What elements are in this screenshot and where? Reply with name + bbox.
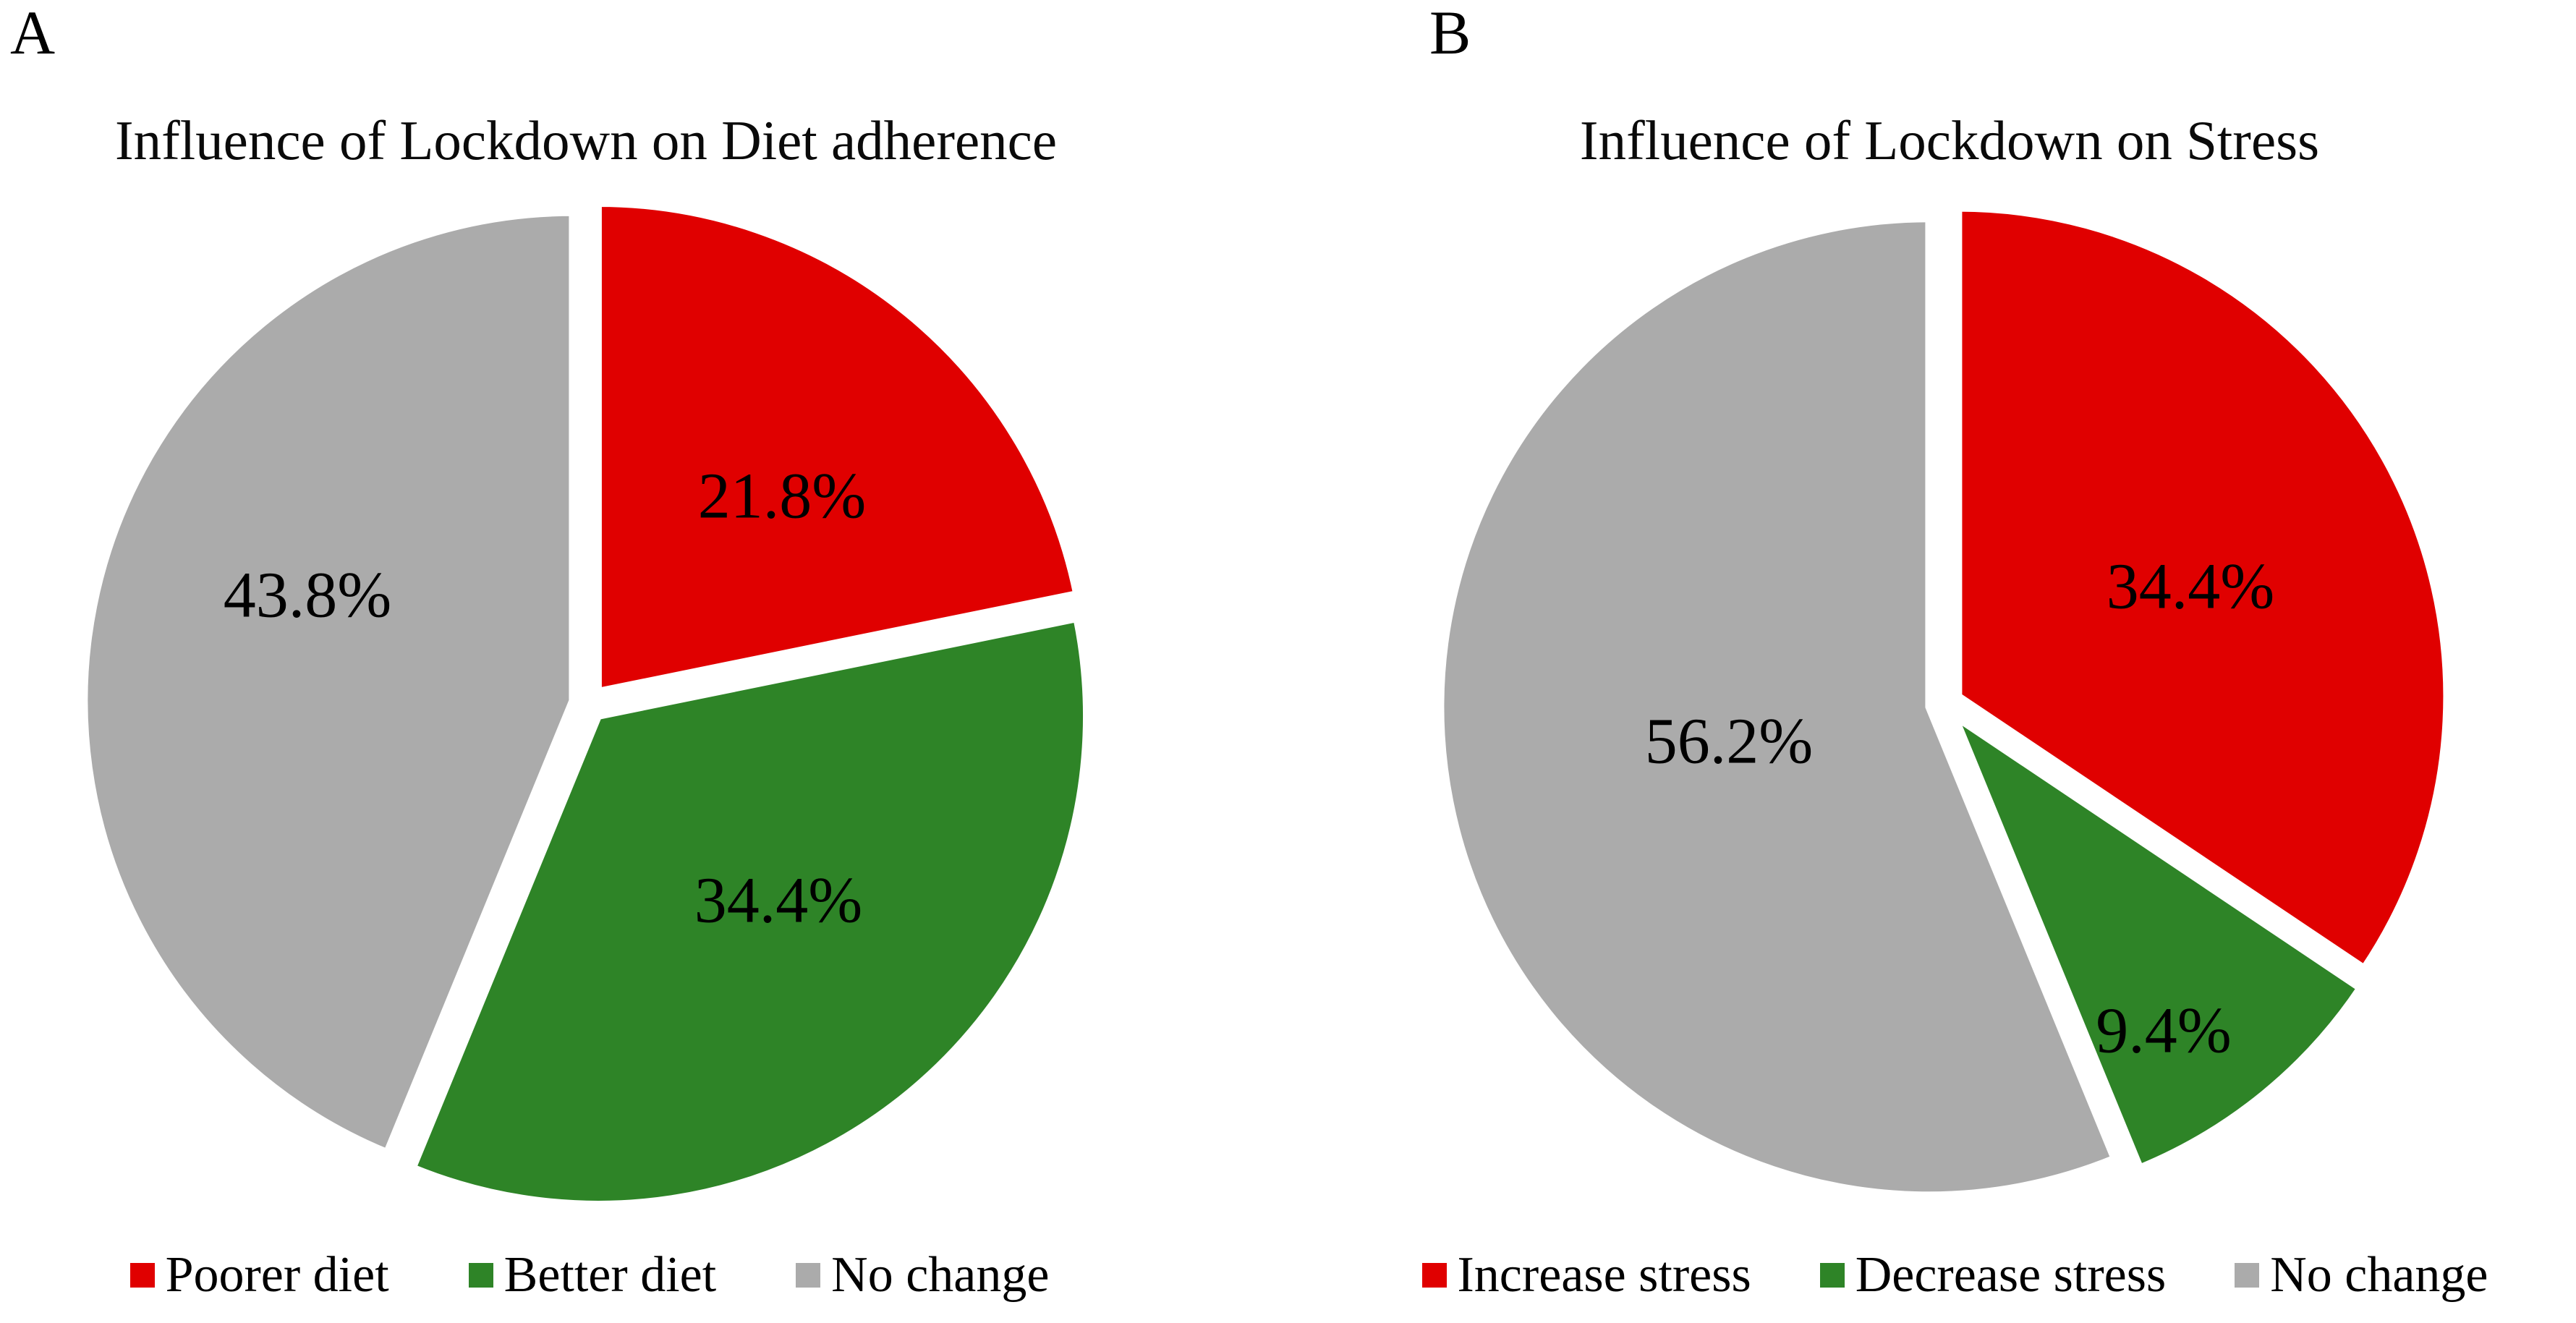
legend-item-decrease-stress: Decrease stress [1819, 1247, 2167, 1303]
pie-slice-no-change [1437, 215, 2118, 1199]
legend-swatch-icon [468, 1263, 493, 1288]
pie-chart-diet: 21.8% 34.4% 43.8% [80, 199, 1090, 1208]
legend-label: No change [831, 1247, 1050, 1303]
slice-label-decrease-stress: 9.4% [2096, 995, 2231, 1067]
legend-item-no-change: No change [796, 1250, 1049, 1301]
slice-label-increase-stress: 34.4% [2107, 551, 2274, 623]
legend-item-better-diet: Better diet [468, 1247, 717, 1303]
legend-stress: Increase stress Decrease stress No change [1338, 1250, 2572, 1301]
legend-swatch-icon [129, 1263, 155, 1288]
legend-item-no-change: No change [2235, 1250, 2488, 1301]
pie-slice-poorer-diet [594, 199, 1081, 695]
pie-slice-no-change [80, 208, 577, 1157]
legend-label: Increase stress [1457, 1247, 1751, 1303]
legend-swatch-icon [796, 1263, 821, 1288]
legend-swatch-icon [1421, 1263, 1447, 1288]
slice-label-better-diet: 34.4% [694, 865, 862, 937]
pie-chart-stress: 34.4% 9.4% 56.2% [1437, 204, 2451, 1199]
panel-label-b: B [1429, 0, 1471, 67]
legend-diet: Poorer diet Better diet No change [51, 1250, 1128, 1301]
legend-label: Decrease stress [1855, 1247, 2167, 1303]
pie-slice-decrease-stress [1950, 712, 2364, 1172]
legend-swatch-icon [1819, 1263, 1845, 1288]
slice-label-no-change: 43.8% [224, 560, 391, 631]
legend-label: Poorer diet [165, 1247, 389, 1303]
legend-item-poorer-diet: Poorer diet [129, 1247, 389, 1303]
pie-slice-better-diet [409, 615, 1090, 1208]
slice-label-no-change: 56.2% [1645, 706, 1813, 778]
chart-title-diet: Influence of Lockdown on Diet adherence [114, 109, 1057, 171]
chart-title-stress: Influence of Lockdown on Stress [1579, 109, 2320, 171]
panel-label-a: A [10, 0, 56, 67]
legend-item-increase-stress: Increase stress [1421, 1247, 1751, 1303]
legend-label: No change [2270, 1247, 2488, 1303]
slice-label-poorer-diet: 21.8% [698, 461, 866, 532]
pie-slice-increase-stress [1955, 204, 2451, 972]
legend-label: Better diet [503, 1247, 717, 1303]
legend-swatch-icon [2235, 1263, 2260, 1288]
